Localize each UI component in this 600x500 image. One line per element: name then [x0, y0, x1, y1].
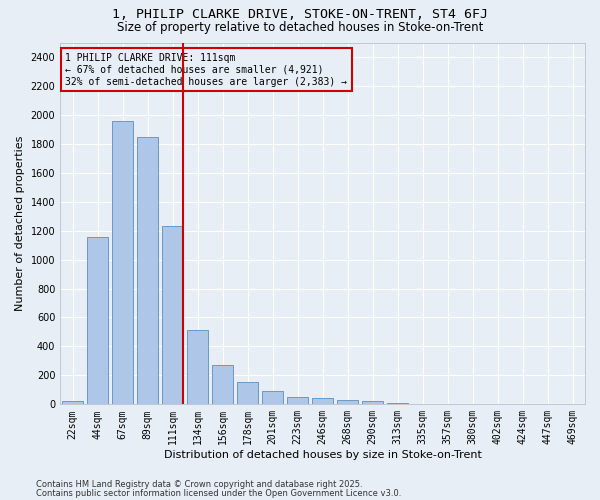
Bar: [62, 400, 83, 404]
Y-axis label: Number of detached properties: Number of detached properties: [15, 136, 25, 311]
Bar: [112, 120, 133, 405]
Text: Contains public sector information licensed under the Open Government Licence v3: Contains public sector information licen…: [36, 488, 401, 498]
Bar: [337, 400, 358, 404]
Bar: [287, 397, 308, 404]
Bar: [387, 403, 408, 404]
Bar: [87, 237, 108, 404]
Bar: [212, 364, 233, 405]
Text: Contains HM Land Registry data © Crown copyright and database right 2025.: Contains HM Land Registry data © Crown c…: [36, 480, 362, 489]
Bar: [312, 398, 333, 404]
X-axis label: Distribution of detached houses by size in Stoke-on-Trent: Distribution of detached houses by size …: [164, 450, 482, 460]
Bar: [262, 392, 283, 404]
Text: Size of property relative to detached houses in Stoke-on-Trent: Size of property relative to detached ho…: [117, 21, 483, 34]
Bar: [187, 330, 208, 404]
Bar: [162, 226, 183, 404]
Text: 1, PHILIP CLARKE DRIVE, STOKE-ON-TRENT, ST4 6FJ: 1, PHILIP CLARKE DRIVE, STOKE-ON-TRENT, …: [112, 8, 488, 20]
Text: 1 PHILIP CLARKE DRIVE: 111sqm
← 67% of detached houses are smaller (4,921)
32% o: 1 PHILIP CLARKE DRIVE: 111sqm ← 67% of d…: [65, 54, 347, 86]
Bar: [362, 402, 383, 404]
Bar: [237, 382, 258, 404]
Bar: [137, 136, 158, 404]
